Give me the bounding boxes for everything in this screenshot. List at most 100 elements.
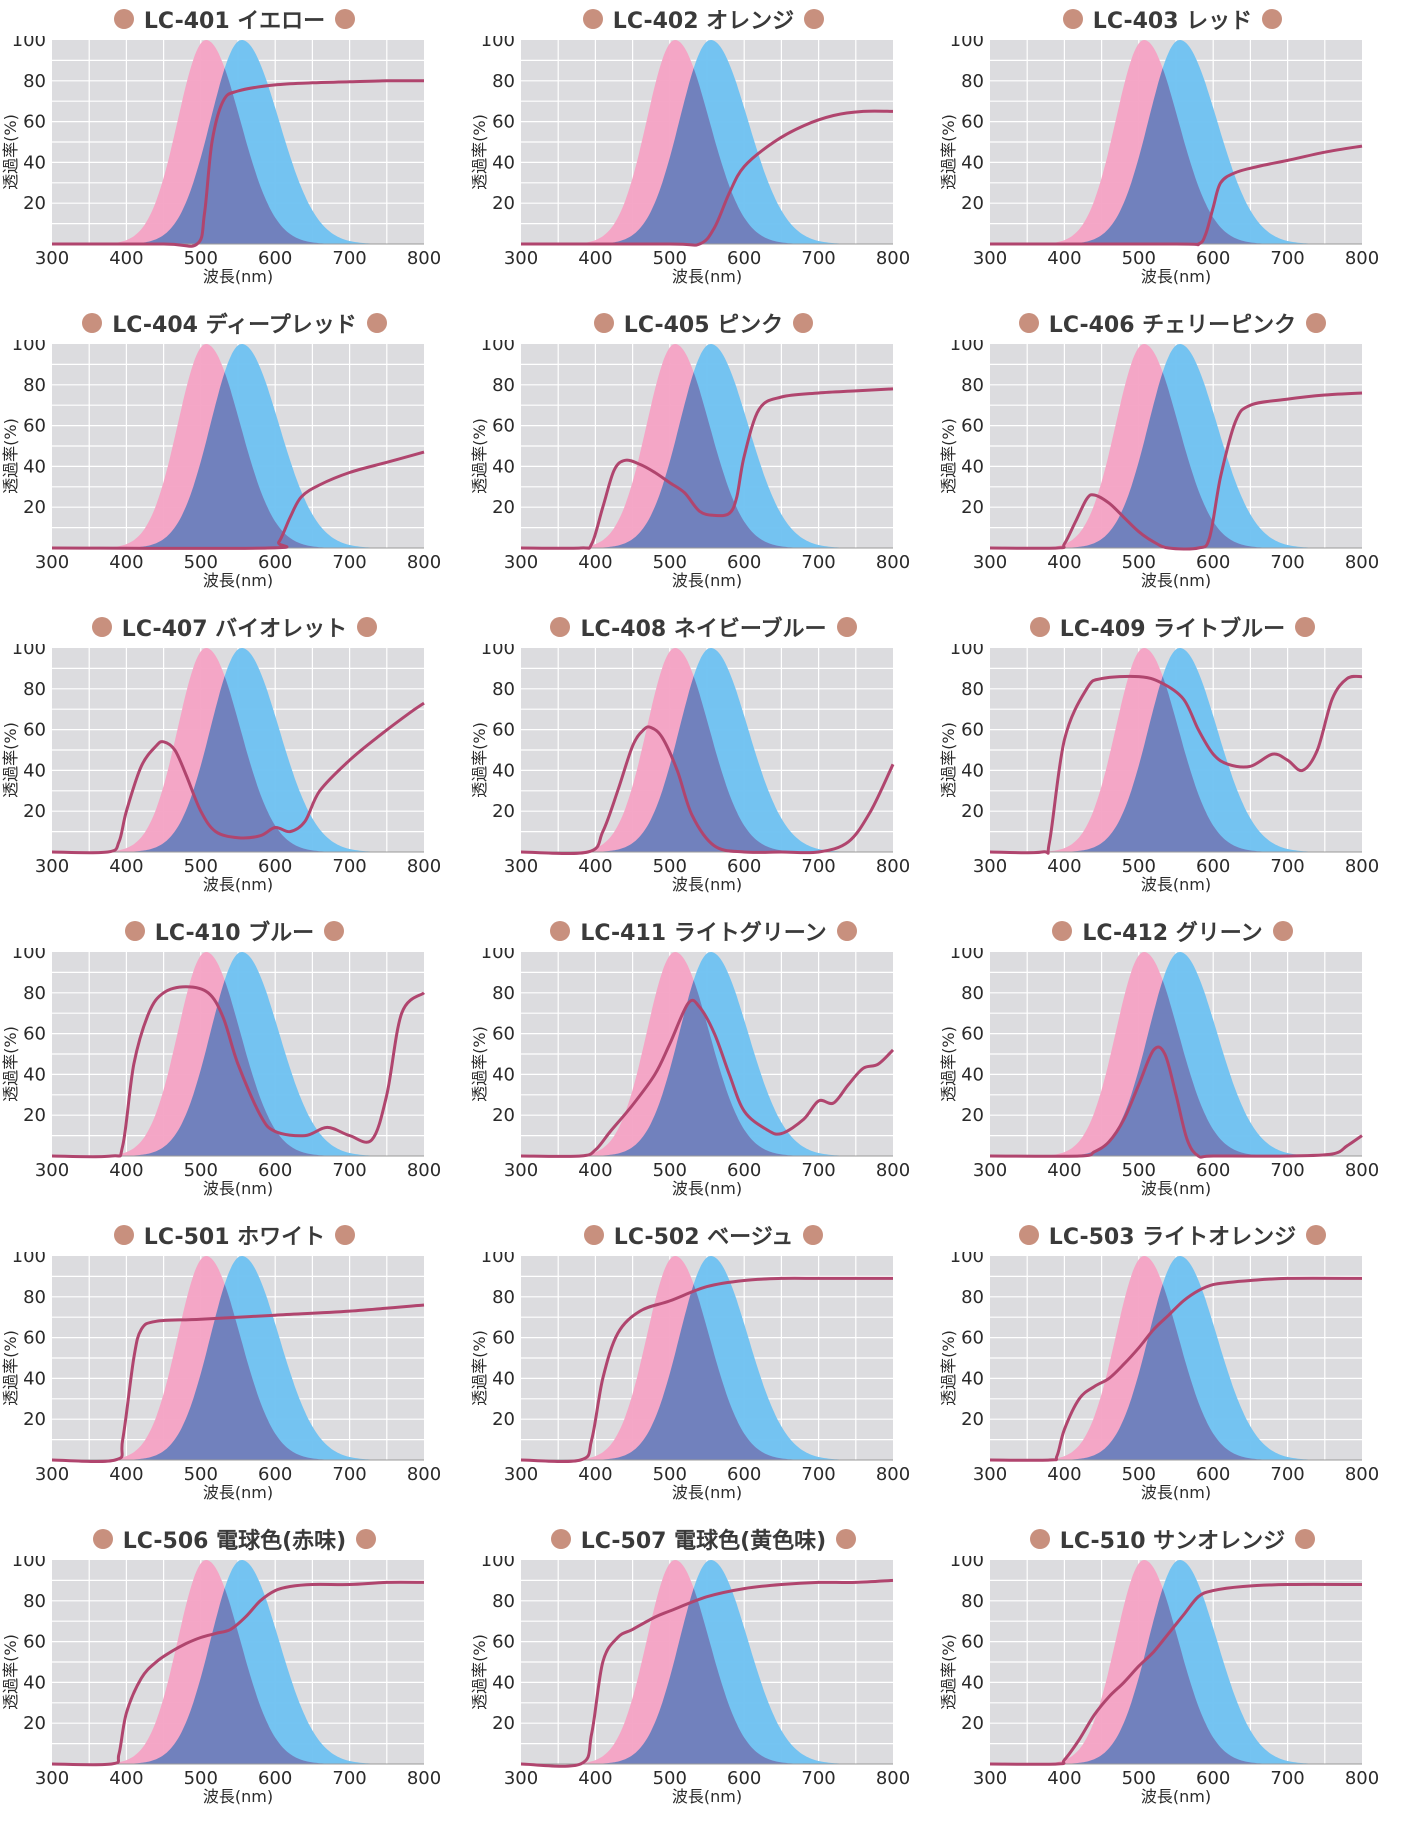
y-tick-label: 100 — [950, 948, 984, 963]
x-tick-label: 600 — [258, 248, 292, 269]
y-axis-label: 透過率(%) — [939, 1330, 958, 1406]
x-tick-label: 700 — [801, 1768, 835, 1789]
photopic-band — [990, 40, 1362, 244]
photopic-band — [990, 952, 1362, 1156]
x-tick-label: 700 — [1270, 856, 1304, 877]
x-tick-label: 500 — [1122, 1768, 1156, 1789]
x-tick-label: 700 — [332, 552, 366, 573]
bullet-dot-icon — [92, 1529, 113, 1549]
x-tick-label: 600 — [727, 856, 761, 877]
x-tick-label: 300 — [35, 1160, 69, 1181]
y-tick-label: 60 — [961, 112, 984, 133]
y-tick-label: 20 — [492, 497, 515, 518]
bullet-dot-icon — [335, 9, 356, 29]
y-axis-label: 透過率(%) — [939, 114, 958, 190]
bullet-dot-icon — [793, 313, 814, 333]
x-tick-label: 800 — [407, 552, 441, 573]
x-tick-label: 700 — [1270, 1160, 1304, 1181]
chart-title: LC-507 電球色(黄色味) — [580, 1529, 827, 1554]
photopic-band — [990, 1560, 1362, 1764]
y-tick-label: 100 — [12, 36, 46, 51]
y-tick-label: 60 — [492, 112, 515, 133]
y-tick-label: 60 — [961, 1632, 984, 1653]
x-tick-label: 700 — [332, 1160, 366, 1181]
chart-title: LC-404 ディープレッド — [112, 313, 357, 338]
x-tick-label: 400 — [1047, 1160, 1081, 1181]
x-tick-label: 700 — [801, 856, 835, 877]
chart-title-row: LC-506 電球色(赤味) — [0, 1522, 469, 1556]
y-tick-label: 100 — [950, 1252, 984, 1267]
photopic-band — [521, 40, 893, 244]
y-tick-label: 100 — [12, 1252, 46, 1267]
chart-panel: LC-510 サンオレンジ 20 40 60 80 100 300 400 500 600 700 8… — [938, 1520, 1406, 1824]
y-tick-label: 60 — [23, 112, 46, 133]
photopic-band — [521, 952, 893, 1156]
x-tick-label: 400 — [109, 856, 143, 877]
transmittance-chart: 20 40 60 80 100 300 400 500 600 700 800 波長(nm) 透過率(%… — [470, 948, 910, 1198]
photopic-band — [521, 648, 893, 852]
y-tick-label: 40 — [23, 760, 46, 781]
transmittance-curve — [520, 998, 895, 1158]
y-tick-label: 80 — [961, 1591, 984, 1612]
bullet-dot-icon — [582, 9, 603, 29]
y-tick-label: 20 — [492, 1105, 515, 1126]
x-tick-label: 700 — [332, 856, 366, 877]
chart-title-row: LC-401 イエロー — [0, 2, 469, 36]
x-tick-label: 500 — [1122, 1464, 1156, 1485]
transmittance-curve — [989, 391, 1363, 551]
bullet-dot-icon — [1306, 313, 1327, 333]
transmittance-curve — [520, 1578, 894, 1768]
x-tick-label: 300 — [973, 856, 1007, 877]
y-tick-label: 60 — [23, 1632, 46, 1653]
y-tick-label: 20 — [23, 801, 46, 822]
x-tick-label: 600 — [258, 552, 292, 573]
x-tick-label: 300 — [504, 856, 538, 877]
x-tick-label: 400 — [109, 1464, 143, 1485]
chart-panel: LC-408 ネイビーブルー 20 40 60 80 100 300 400 500 600 700… — [469, 608, 938, 912]
x-tick-label: 800 — [876, 856, 910, 877]
x-tick-label: 300 — [973, 552, 1007, 573]
x-axis-label: 波長(nm) — [1141, 1483, 1211, 1502]
y-tick-label: 60 — [23, 1024, 46, 1045]
x-tick-label: 300 — [973, 1768, 1007, 1789]
y-tick-label: 60 — [961, 416, 984, 437]
chart-panel: LC-506 電球色(赤味) 20 40 60 80 100 300 400 500 600 700… — [0, 1520, 469, 1824]
transmittance-curve — [989, 674, 1363, 855]
x-tick-label: 800 — [1345, 1768, 1379, 1789]
y-tick-label: 20 — [492, 801, 515, 822]
y-axis-label: 透過率(%) — [1, 722, 20, 798]
y-tick-label: 60 — [961, 720, 984, 741]
y-tick-label: 60 — [961, 1328, 984, 1349]
x-tick-label: 400 — [109, 552, 143, 573]
chart-title-row: LC-403 レッド — [938, 2, 1406, 36]
y-tick-label: 60 — [492, 1632, 515, 1653]
bullet-dot-icon — [91, 617, 112, 637]
chart-title: LC-408 ネイビーブルー — [580, 617, 827, 642]
x-tick-label: 400 — [109, 248, 143, 269]
x-tick-label: 600 — [727, 248, 761, 269]
bullet-dot-icon — [356, 1529, 377, 1549]
y-tick-label: 40 — [492, 1672, 515, 1693]
x-tick-label: 500 — [1122, 856, 1156, 877]
x-tick-label: 300 — [973, 248, 1007, 269]
y-tick-label: 40 — [492, 1368, 515, 1389]
y-axis-label: 透過率(%) — [939, 722, 958, 798]
bullet-dot-icon — [335, 1225, 356, 1245]
transmittance-chart: 20 40 60 80 100 300 400 500 600 700 800 波長(nm) 透過率(%… — [1, 644, 441, 894]
x-tick-label: 400 — [1047, 856, 1081, 877]
y-tick-label: 80 — [23, 71, 46, 92]
y-axis-label: 透過率(%) — [470, 418, 489, 494]
transmittance-curve — [51, 79, 425, 248]
x-tick-label: 500 — [653, 856, 687, 877]
chart-panel: LC-403 レッド 20 40 60 80 100 300 400 500 600 700 800 波… — [938, 0, 1406, 304]
x-axis-label: 波長(nm) — [672, 267, 742, 286]
y-tick-label: 80 — [961, 679, 984, 700]
x-tick-label: 500 — [653, 1768, 687, 1789]
chart-title: LC-402 オレンジ — [612, 9, 795, 34]
x-axis-label: 波長(nm) — [672, 571, 742, 590]
y-tick-label: 80 — [492, 983, 515, 1004]
y-tick-label: 20 — [23, 1409, 46, 1430]
x-tick-label: 400 — [578, 1464, 612, 1485]
chart-title-row: LC-503 ライトオレンジ — [938, 1218, 1406, 1252]
